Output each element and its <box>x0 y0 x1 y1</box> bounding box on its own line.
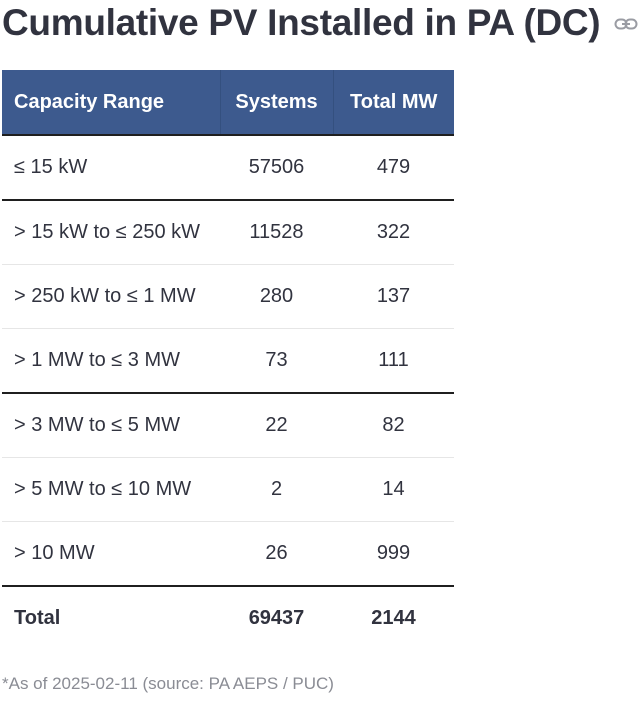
cell-systems: 2 <box>220 457 333 522</box>
pv-capacity-table: Capacity Range Systems Total MW ≤ 15 kW … <box>2 70 454 649</box>
table-row: > 1 MW to ≤ 3 MW 73 111 <box>2 328 454 394</box>
total-mw: 2144 <box>371 606 416 629</box>
cell-total-mw: 999 <box>333 521 454 587</box>
cell-total-mw: 137 <box>333 264 454 329</box>
cell-capacity-range: > 250 kW to ≤ 1 MW <box>2 264 220 329</box>
pv-table-container: Capacity Range Systems Total MW ≤ 15 kW … <box>2 70 454 649</box>
source-footnote: *As of 2025-02-11 (source: PA AEPS / PUC… <box>2 674 334 693</box>
cell-systems: 73 <box>220 328 333 394</box>
table-row: ≤ 15 kW 57506 479 <box>2 135 454 201</box>
cell-total-mw: 111 <box>333 328 454 394</box>
link-icon[interactable] <box>614 14 638 34</box>
cell-capacity-range: > 1 MW to ≤ 3 MW <box>2 328 220 394</box>
cell-systems: 26 <box>220 521 333 587</box>
cell-systems: 280 <box>220 264 333 329</box>
cell-total-mw: 14 <box>333 457 454 522</box>
table-row: > 250 kW to ≤ 1 MW 280 137 <box>2 264 454 329</box>
table-total-row: Total 69437 2144 <box>2 586 454 649</box>
table-row: > 15 kW to ≤ 250 kW 11528 322 <box>2 200 454 265</box>
cell-total-mw: 322 <box>333 200 454 265</box>
cell-capacity-range: > 5 MW to ≤ 10 MW <box>2 457 220 522</box>
table-row: > 5 MW to ≤ 10 MW 2 14 <box>2 457 454 522</box>
cell-capacity-range: > 3 MW to ≤ 5 MW <box>2 393 220 458</box>
table-row: > 10 MW 26 999 <box>2 521 454 587</box>
cell-capacity-range: ≤ 15 kW <box>2 135 220 201</box>
cell-systems: 22 <box>220 393 333 458</box>
cell-capacity-range: > 15 kW to ≤ 250 kW <box>2 200 220 265</box>
column-header-capacity-range: Capacity Range <box>2 70 221 135</box>
column-header-total-mw: Total MW <box>333 70 454 135</box>
cell-systems: 11528 <box>220 200 333 265</box>
title-row: Cumulative PV Installed in PA (DC) <box>0 0 640 50</box>
column-header-systems: Systems <box>220 70 334 135</box>
total-systems: 69437 <box>248 606 305 629</box>
table-header-row: Capacity Range Systems Total MW <box>2 70 454 135</box>
cell-systems: 57506 <box>220 135 333 201</box>
cell-total-mw: 82 <box>333 393 454 458</box>
page-title: Cumulative PV Installed in PA (DC) <box>2 2 601 43</box>
cell-total-mw: 479 <box>333 135 454 201</box>
total-label: Total <box>14 606 61 629</box>
table-row: > 3 MW to ≤ 5 MW 22 82 <box>2 393 454 458</box>
cell-capacity-range: > 10 MW <box>2 521 220 587</box>
